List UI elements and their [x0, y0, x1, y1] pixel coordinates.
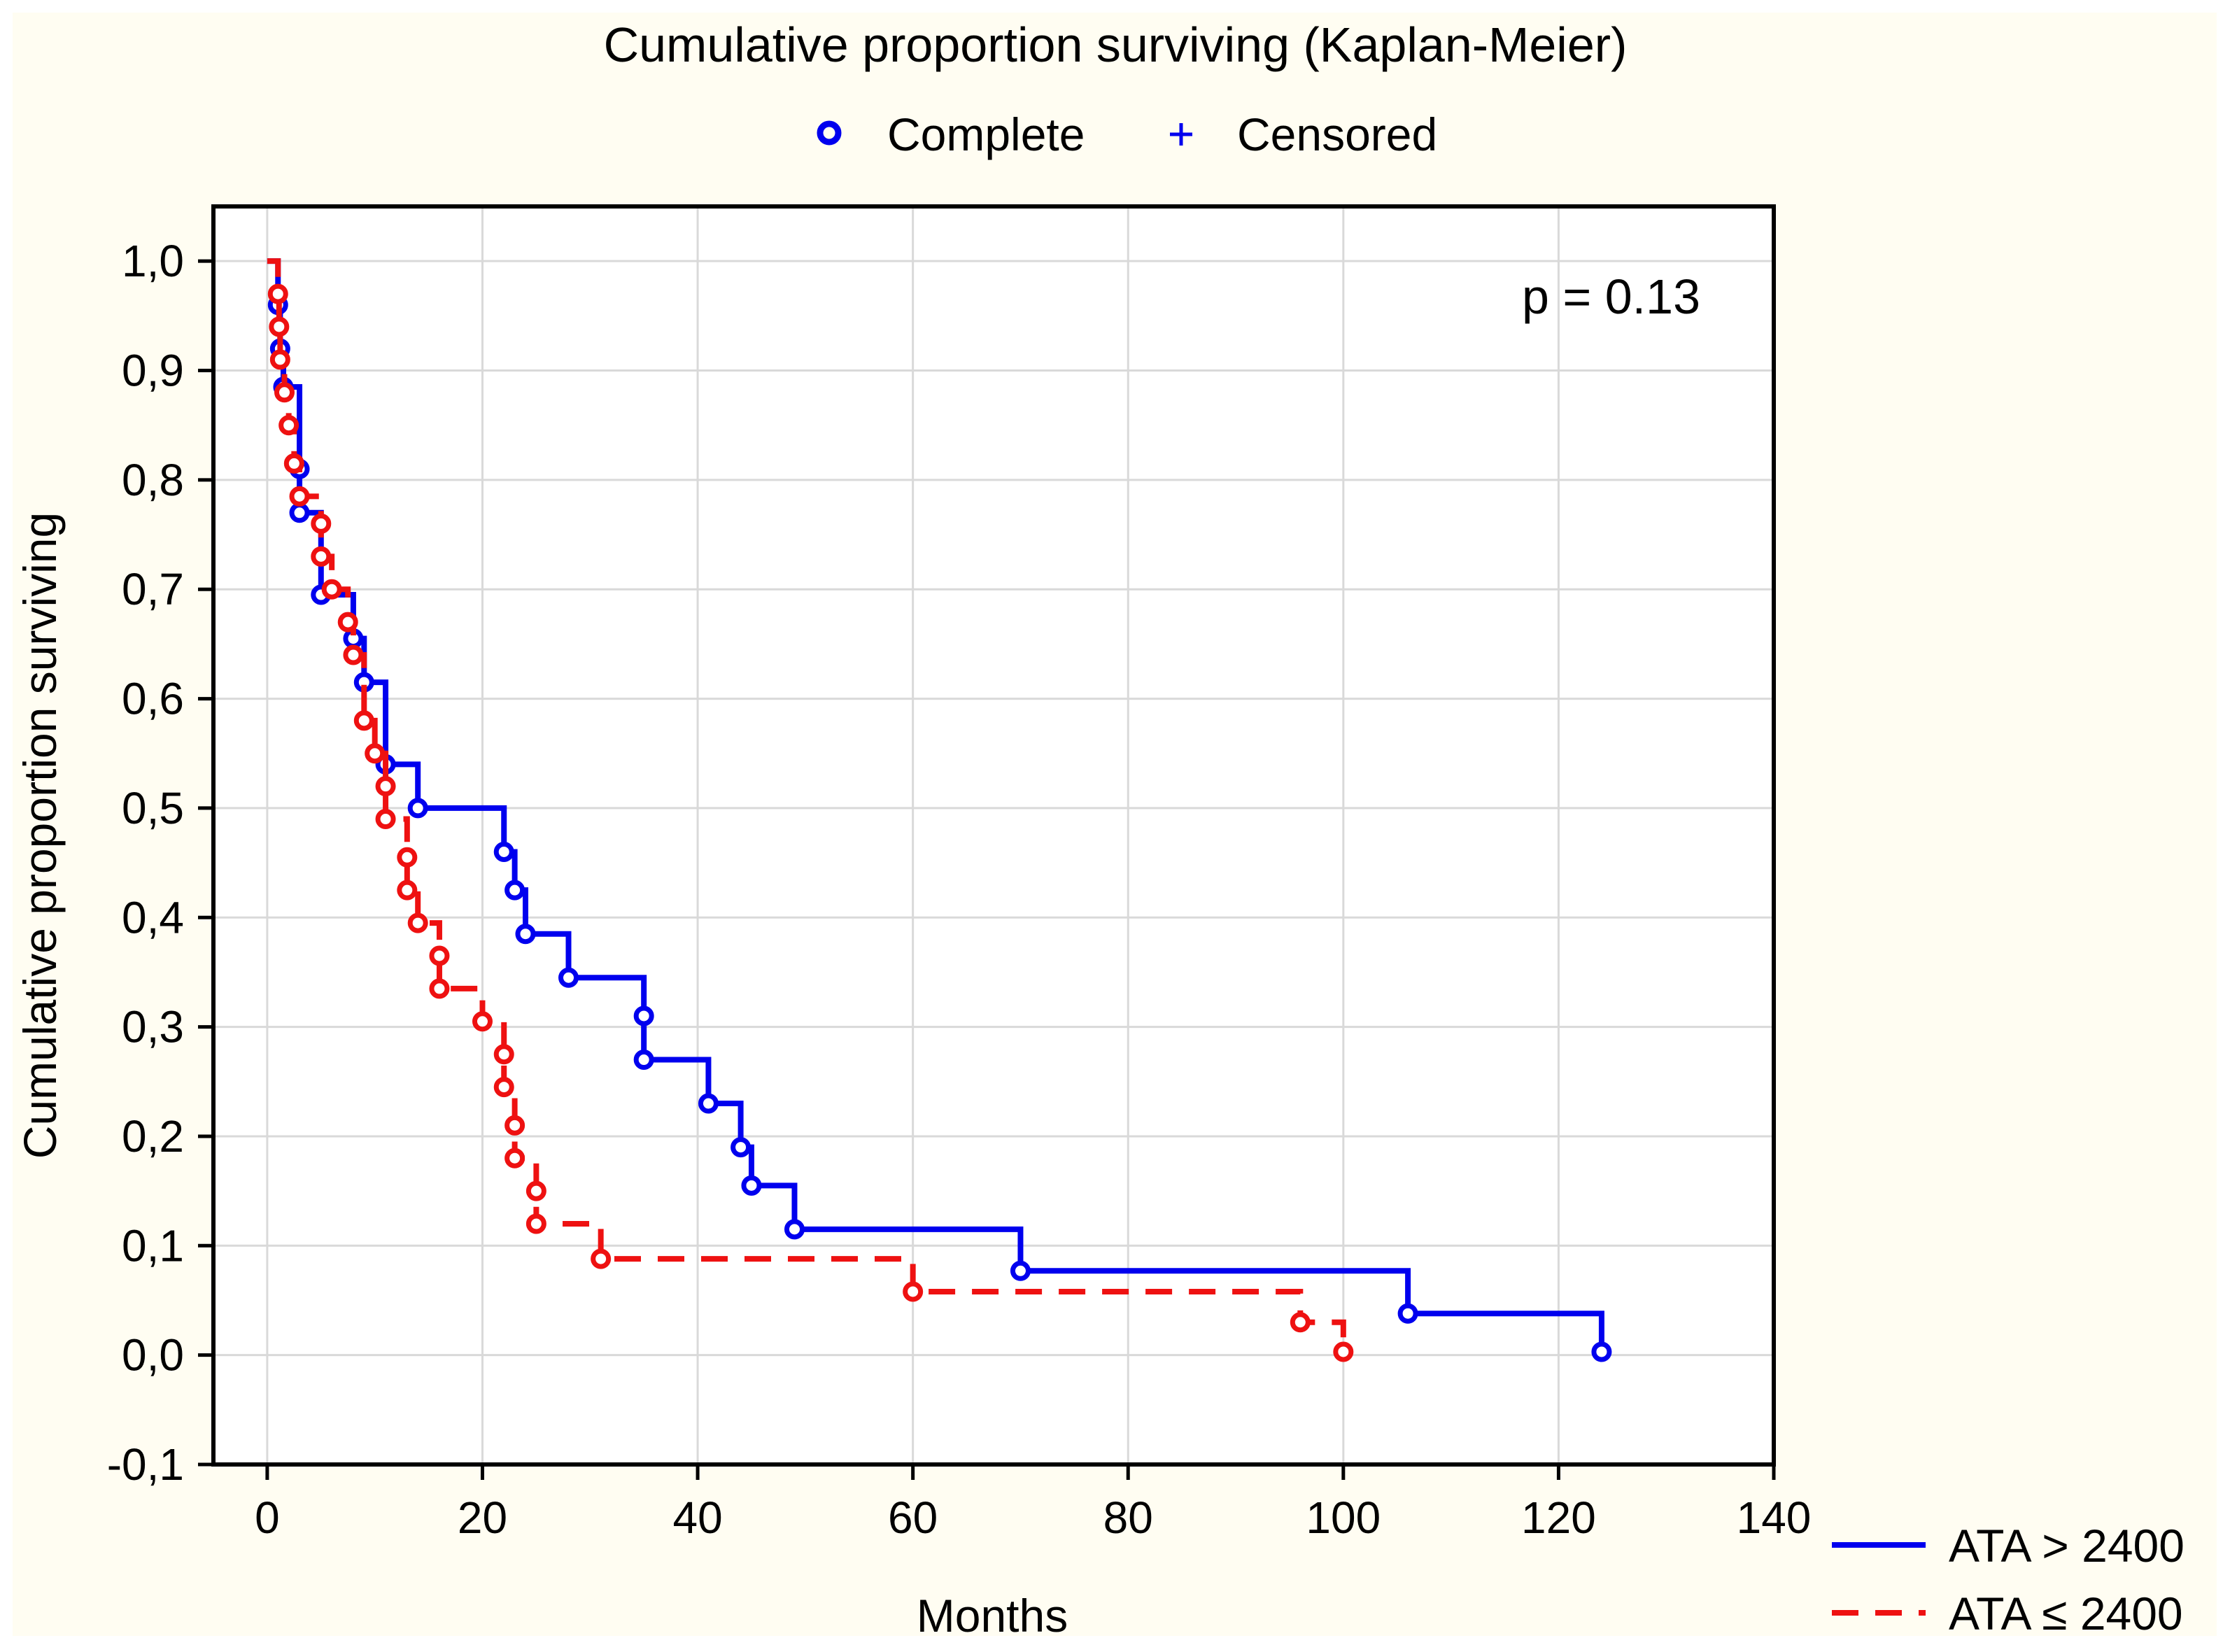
legend-label-ata-gt-2400: ATA > 2400: [1949, 1520, 2185, 1572]
y-tick-label: 0,4: [122, 892, 184, 943]
x-tick-label: 20: [458, 1492, 507, 1543]
event-marker-series-0: [731, 1137, 751, 1158]
plot-frame: [211, 204, 1776, 1467]
event-marker-series-1: [1290, 1312, 1311, 1333]
event-marker-series-1: [504, 1148, 525, 1169]
event-marker-series-1: [397, 880, 418, 901]
km-curve-series-0: [267, 258, 1604, 1352]
event-marker-series-1: [375, 776, 396, 797]
p-value-annotation: p = 0.13: [1522, 269, 1700, 324]
y-tick-label: 0,9: [122, 346, 184, 396]
legend-censored-label: Censored: [1237, 108, 1437, 160]
event-marker-series-0: [1397, 1303, 1418, 1324]
event-marker-series-1: [365, 743, 386, 764]
y-tick-label: 0,0: [122, 1330, 184, 1381]
event-marker-series-0: [633, 1050, 654, 1071]
legend-label-ata-le-2400: ATA ≤ 2400: [1949, 1588, 2183, 1639]
event-marker-series-1: [274, 382, 295, 403]
y-tick-label: 0,3: [122, 1002, 184, 1052]
series-legend: ATA > 2400 ATA ≤ 2400: [1832, 1520, 2185, 1639]
event-marker-series-1: [429, 945, 450, 966]
event-marker-series-1: [278, 415, 299, 436]
event-marker-series-0: [515, 924, 536, 945]
event-marker-series-1: [311, 513, 332, 534]
event-marker-series-1: [269, 316, 290, 337]
x-tick-label: 40: [672, 1492, 722, 1543]
complete-marker-icon: [817, 120, 842, 146]
legend-complete-label: Complete: [887, 108, 1085, 160]
x-tick-label: 140: [1737, 1492, 1812, 1543]
x-axis-label: Months: [917, 1590, 1068, 1642]
event-marker-series-0: [289, 502, 310, 523]
event-marker-series-0: [407, 798, 428, 819]
event-marker-series-1: [472, 1011, 493, 1032]
event-marker-series-1: [269, 349, 290, 370]
event-marker-series-0: [1591, 1341, 1612, 1362]
grid: [213, 206, 1774, 1464]
x-tick-label: 100: [1306, 1492, 1381, 1543]
event-marker-series-0: [698, 1093, 719, 1114]
event-marker-series-1: [321, 579, 342, 600]
event-marker-series-1: [493, 1044, 514, 1065]
event-marker-series-1: [283, 453, 304, 474]
event-marker-series-1: [903, 1281, 924, 1302]
y-tick-label: -0,1: [107, 1439, 184, 1490]
series-layer: [267, 258, 1612, 1362]
km-curve-series-1: [267, 258, 1346, 1352]
marker-legend: Complete Censored: [817, 108, 1437, 160]
event-marker-series-1: [343, 644, 364, 665]
event-marker-series-1: [1333, 1341, 1354, 1362]
event-marker-series-1: [525, 1180, 546, 1201]
event-marker-series-1: [429, 978, 450, 999]
y-tick-label: 1,0: [122, 236, 184, 286]
event-marker-series-0: [741, 1175, 762, 1196]
event-marker-series-1: [337, 612, 358, 633]
plot-background: [213, 206, 1774, 1464]
y-tick-label: 0,5: [122, 783, 184, 833]
event-marker-series-0: [784, 1219, 805, 1240]
event-marker-series-1: [407, 912, 428, 933]
event-marker-series-1: [289, 486, 310, 507]
event-marker-series-1: [397, 847, 418, 868]
event-marker-series-1: [504, 1115, 525, 1136]
event-marker-series-0: [493, 841, 514, 862]
event-marker-series-0: [504, 880, 525, 901]
event-marker-series-1: [525, 1213, 546, 1234]
y-tick-label: 0,1: [122, 1220, 184, 1271]
event-marker-series-1: [591, 1248, 612, 1269]
censored-marker-icon: [1170, 123, 1192, 146]
event-marker-series-0: [1010, 1260, 1031, 1281]
event-marker-series-1: [493, 1077, 514, 1098]
y-tick-label: 0,7: [122, 564, 184, 614]
event-marker-series-1: [267, 283, 288, 304]
event-marker-series-1: [353, 710, 374, 731]
x-tick-label: 80: [1103, 1492, 1153, 1543]
y-axis-label: Cumulative proportion surviving: [14, 512, 66, 1159]
chart-title: Cumulative proportion surviving (Kaplan-…: [604, 17, 1628, 72]
event-marker-series-0: [633, 1005, 654, 1026]
y-tick-label: 0,2: [122, 1111, 184, 1162]
event-marker-series-0: [558, 967, 579, 988]
y-tick-label: 0,6: [122, 674, 184, 724]
ticks: 0 20 40 60 80 100 120 140 -0,1 0,0 0,1 0,2 0,3 0,4 0,5…: [107, 236, 1812, 1543]
y-tick-label: 0,8: [122, 455, 184, 505]
x-tick-label: 120: [1521, 1492, 1596, 1543]
x-tick-label: 60: [888, 1492, 938, 1543]
x-tick-label: 0: [255, 1492, 280, 1543]
event-marker-series-1: [311, 546, 332, 567]
event-marker-series-1: [375, 809, 396, 830]
